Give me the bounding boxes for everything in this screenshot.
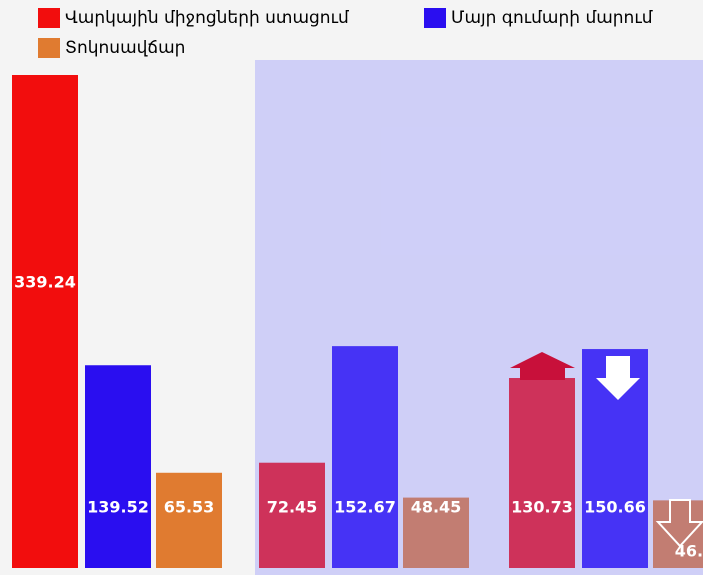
value-label: 150.66 (584, 498, 646, 517)
up-arrow-icon (510, 352, 575, 380)
bar (12, 75, 78, 568)
bar (156, 472, 222, 568)
forecast-region (255, 60, 703, 575)
down-arrow-outline-icon (655, 499, 703, 548)
legend-label: Տոկոսավճար (65, 38, 185, 58)
bar (403, 497, 469, 568)
legend-swatch (424, 8, 446, 28)
bar (653, 500, 703, 568)
labels: 339.24 72.45 130.73 139.52 152.67 150.66 65.53… (14, 273, 703, 561)
legend-swatch (38, 8, 60, 28)
bars (12, 75, 703, 568)
value-label: 130.73 (511, 498, 573, 517)
bar (85, 365, 151, 568)
value-label: 339.24 (14, 273, 76, 292)
value-label: 139.52 (87, 498, 149, 517)
value-label: 72.45 (267, 498, 318, 517)
value-label: 152.67 (334, 498, 396, 517)
value-label: 65.53 (164, 498, 215, 517)
legend-label: Վարկային միջոցների ստացում (65, 8, 349, 28)
legend-label: Մայր գումարի մարում (451, 8, 653, 28)
legend: Վարկային միջոցների ստացում Մայր գումարի մ… (38, 8, 653, 58)
value-label: 48.45 (411, 498, 462, 517)
bar (509, 378, 575, 568)
legend-swatch (38, 38, 60, 58)
down-arrow-icon (596, 356, 640, 400)
bar (332, 346, 398, 568)
value-label: 46.54 (675, 542, 703, 561)
bar (259, 462, 325, 568)
